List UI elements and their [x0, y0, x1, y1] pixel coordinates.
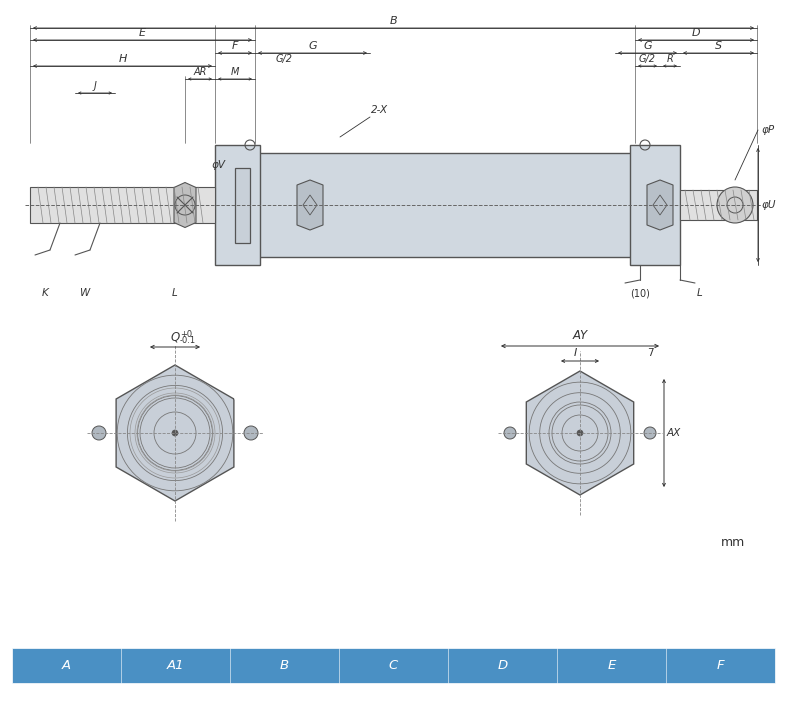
Text: K: K: [42, 288, 48, 298]
Text: Q: Q: [170, 330, 179, 343]
Text: φV: φV: [211, 160, 225, 170]
Text: -0.1: -0.1: [180, 336, 196, 345]
Circle shape: [644, 427, 656, 439]
Text: D: D: [497, 659, 508, 672]
Text: A1: A1: [167, 659, 184, 672]
Text: B: B: [390, 16, 397, 26]
Text: J: J: [94, 81, 97, 91]
Circle shape: [92, 426, 106, 440]
Bar: [255, 153, 635, 257]
Text: M: M: [231, 67, 239, 77]
Text: 7: 7: [647, 348, 654, 358]
Circle shape: [244, 426, 258, 440]
Circle shape: [172, 430, 178, 436]
Text: A: A: [62, 659, 71, 672]
Polygon shape: [647, 180, 673, 230]
Bar: [215, 145, 260, 265]
Polygon shape: [174, 183, 196, 228]
Text: E: E: [139, 28, 146, 38]
Text: I: I: [574, 348, 577, 358]
Polygon shape: [297, 180, 323, 230]
Bar: [680, 190, 757, 220]
Bar: [30, 187, 215, 223]
Circle shape: [577, 430, 583, 436]
Text: mm: mm: [721, 536, 745, 549]
Text: AY: AY: [572, 329, 588, 342]
Text: W: W: [79, 288, 91, 298]
Circle shape: [717, 187, 753, 223]
Text: +0: +0: [180, 330, 192, 339]
Text: F: F: [717, 659, 724, 672]
Text: H: H: [118, 54, 127, 64]
Text: G: G: [643, 41, 652, 51]
Bar: [630, 145, 680, 265]
Text: E: E: [608, 659, 615, 672]
Text: F: F: [232, 41, 238, 51]
Text: G/2: G/2: [639, 54, 656, 64]
Bar: [12, 648, 775, 683]
Text: AX: AX: [667, 428, 682, 438]
Polygon shape: [116, 365, 234, 501]
Text: R: R: [667, 54, 674, 64]
Text: AR: AR: [194, 67, 207, 77]
Polygon shape: [527, 371, 634, 495]
Text: S: S: [715, 41, 722, 51]
Text: G: G: [309, 41, 317, 51]
Circle shape: [504, 427, 516, 439]
Bar: [235, 167, 250, 243]
Text: L: L: [697, 288, 703, 298]
Text: 2-X: 2-X: [371, 105, 389, 115]
Text: G/2: G/2: [275, 54, 293, 64]
Text: φP: φP: [762, 125, 775, 135]
Text: B: B: [280, 659, 289, 672]
Text: (10): (10): [630, 289, 650, 299]
Text: φU: φU: [762, 200, 777, 210]
Text: C: C: [389, 659, 398, 672]
Text: D: D: [692, 28, 700, 38]
Text: L: L: [172, 288, 178, 298]
